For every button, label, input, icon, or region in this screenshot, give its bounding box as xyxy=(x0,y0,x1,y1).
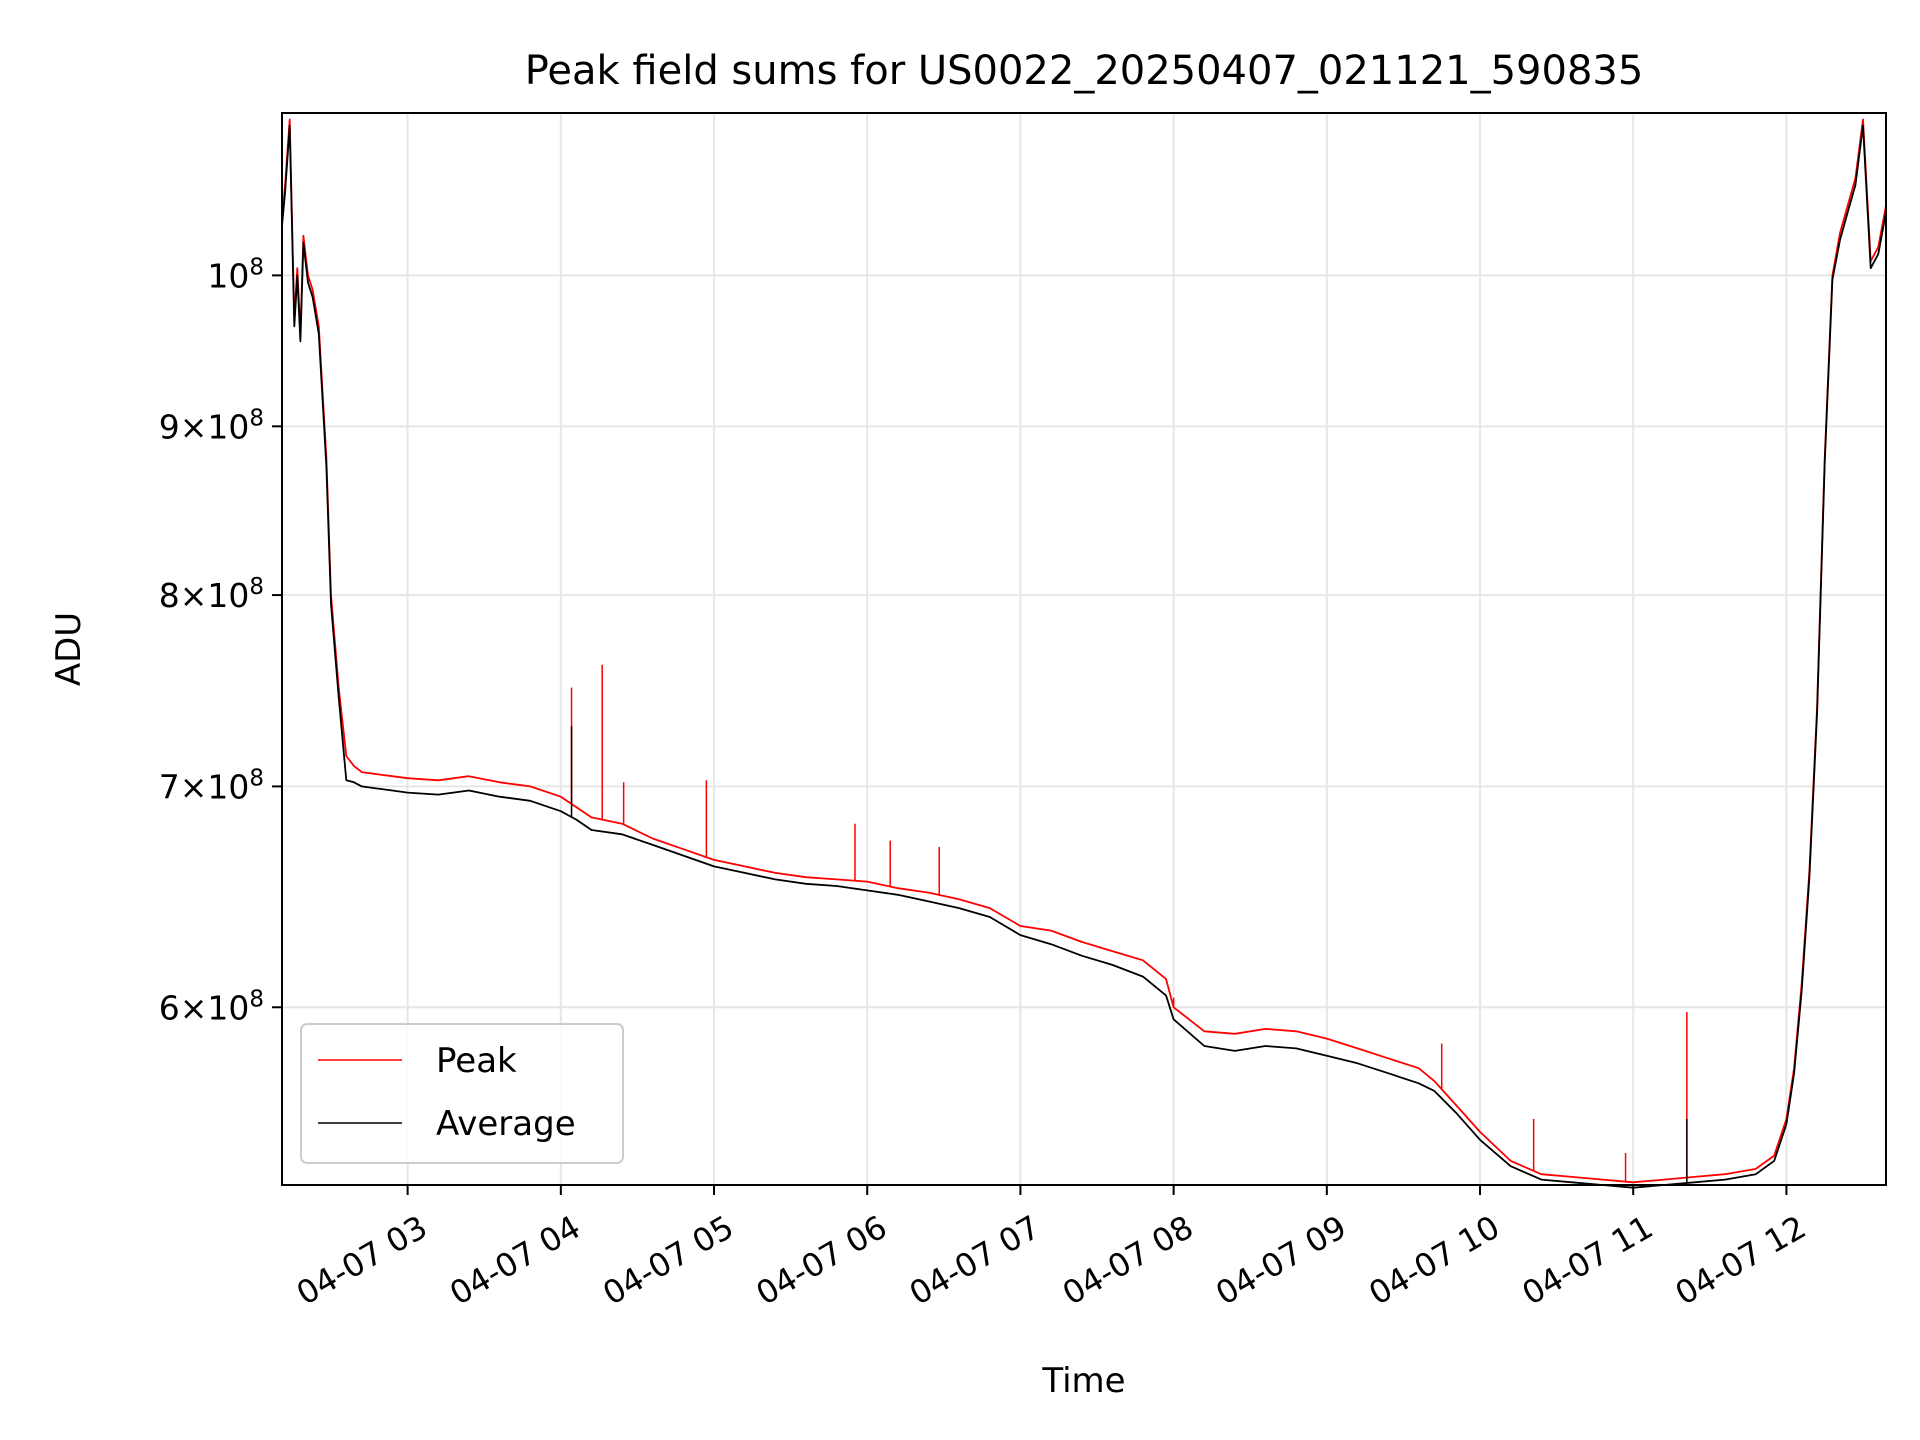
y-tick-label-2: 8×108 xyxy=(159,574,264,615)
legend-label-average: Average xyxy=(436,1104,576,1144)
series-line-peak xyxy=(281,118,1887,1184)
series-line-average xyxy=(281,124,1887,1189)
y-tick-label-4: 108 xyxy=(207,254,264,295)
chart-title: Peak field sums for US0022_20250407_0211… xyxy=(525,48,1644,94)
y-tick-label-1: 7×108 xyxy=(159,765,264,806)
y-tick-label-0: 6×108 xyxy=(159,986,264,1027)
y-axis-ticks: 6×108 7×108 8×108 9×108 108 xyxy=(159,254,282,1027)
legend-label-peak: Peak xyxy=(436,1041,517,1081)
x-axis-label: Time xyxy=(1041,1361,1125,1401)
legend: Peak Average xyxy=(300,1023,624,1164)
legend-box xyxy=(300,1023,624,1164)
plot-frame xyxy=(281,112,1887,1186)
grid-lines xyxy=(282,113,1886,1185)
y-tick-label-3: 9×108 xyxy=(159,405,264,446)
y-axis-label: ADU xyxy=(49,612,89,686)
series-layer xyxy=(281,118,1887,1189)
